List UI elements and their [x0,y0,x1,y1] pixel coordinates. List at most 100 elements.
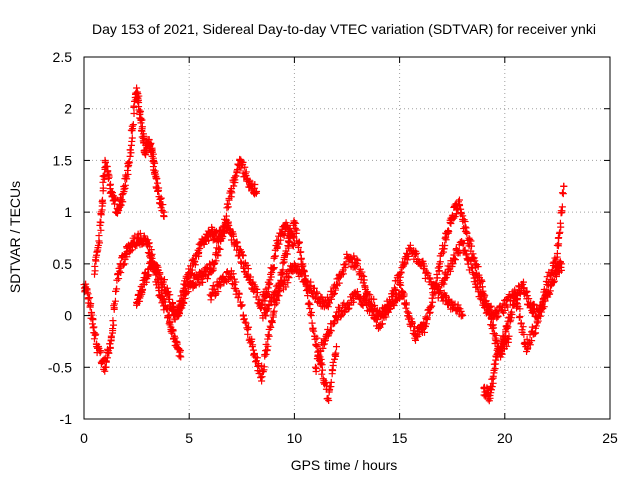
track-10-marker [488,383,496,391]
track-1-marker [86,294,94,302]
track-6-marker [332,286,340,294]
track-3-marker [203,275,211,283]
track-10-marker [525,295,533,303]
track-9-marker [516,305,524,313]
track-10-marker [492,360,500,368]
track-2-marker [140,132,148,140]
track-6-marker [272,282,280,290]
track-5-marker [241,318,249,326]
track-9-marker [446,267,454,275]
track-5-marker [304,292,312,300]
track-6-marker [341,264,349,272]
track-9-marker [467,257,475,265]
track-5-marker [251,349,258,357]
track-2-marker [129,125,137,133]
track-3-marker [214,252,222,260]
track-2-marker [96,239,104,247]
track-8-marker [490,324,498,332]
track-1-marker [83,286,91,294]
track-2-marker [94,244,102,252]
axis-ticks: 0 5 10 15 20 25 -1 -0.5 0 0.5 1 1.5 2 2.5 [48,49,618,446]
track-5-marker [245,323,253,331]
track-8-marker [433,274,441,282]
track-7-marker [397,268,405,276]
track-9-marker [532,329,540,337]
track-9-marker [441,275,449,283]
track-10-marker [515,282,523,290]
track-2-marker [125,158,133,166]
track-4-marker [239,251,247,259]
track-10-marker [508,311,516,319]
track-9-marker [516,312,524,320]
track-10-marker [498,344,506,352]
track-1-marker [113,276,121,284]
track-3-marker [251,181,259,189]
track-10-point [558,260,566,268]
track-2-marker [101,158,109,166]
track-8-marker [466,236,474,244]
track-4-marker [229,230,237,238]
track-1-marker [102,358,110,366]
track-2-marker [127,149,135,157]
track-8-marker [488,325,496,333]
track-2-marker [93,247,101,255]
track-9-marker [555,234,563,242]
track-5-point [257,374,265,382]
track-9-marker [451,256,459,264]
track-5-marker [306,310,314,318]
track-1-marker [147,246,155,254]
track-7-marker [386,302,394,310]
track-3-marker [195,280,203,288]
track-9-marker [554,242,562,250]
track-9-marker [449,259,457,267]
track-6-marker [371,301,379,309]
track-1-marker [136,229,144,237]
track-7-marker [361,292,369,300]
track-6-marker [327,295,335,303]
track-5-marker [229,270,237,278]
track-9-marker [515,314,523,322]
track-5-marker [262,350,270,358]
track-3-marker [252,189,260,197]
track-1-marker [90,335,98,343]
track-1-marker [120,260,128,268]
track-5-marker [292,219,300,227]
track-8-marker [433,283,441,291]
track-1-marker [126,247,134,255]
track-3-marker [164,288,172,296]
track-1-marker [106,344,114,352]
track-1-marker [89,315,97,323]
track-7-marker [327,327,335,335]
track-9-marker [489,315,497,323]
track-3-marker [231,176,239,184]
track-2-marker [155,187,162,195]
track-7-marker [386,296,394,304]
track-9-marker [526,341,534,349]
track-8-marker [402,301,410,309]
track-1-point [170,332,178,340]
track-9-point [469,270,477,278]
track-5-marker [327,378,335,386]
x-tick-label: 10 [287,430,303,446]
track-8-marker [405,313,413,321]
track-5-marker [318,370,326,378]
track-3-marker [216,245,224,253]
track-6-marker [331,290,339,298]
track-3-marker [145,271,153,279]
track-8-marker [399,289,407,297]
track-4-marker [195,252,203,260]
track-1-marker [109,325,117,333]
track-3-marker [212,257,220,265]
track-8-marker [428,302,436,310]
track-4-marker [266,280,274,288]
track-5-marker [278,270,286,278]
track-1-marker [169,326,177,334]
track-6-marker [294,262,302,270]
track-2-marker [98,206,106,214]
track-1-marker [103,354,111,362]
track-1-marker [97,347,105,355]
track-5-point [290,218,298,226]
track-10-marker [523,292,531,300]
track-3-marker [242,168,250,176]
